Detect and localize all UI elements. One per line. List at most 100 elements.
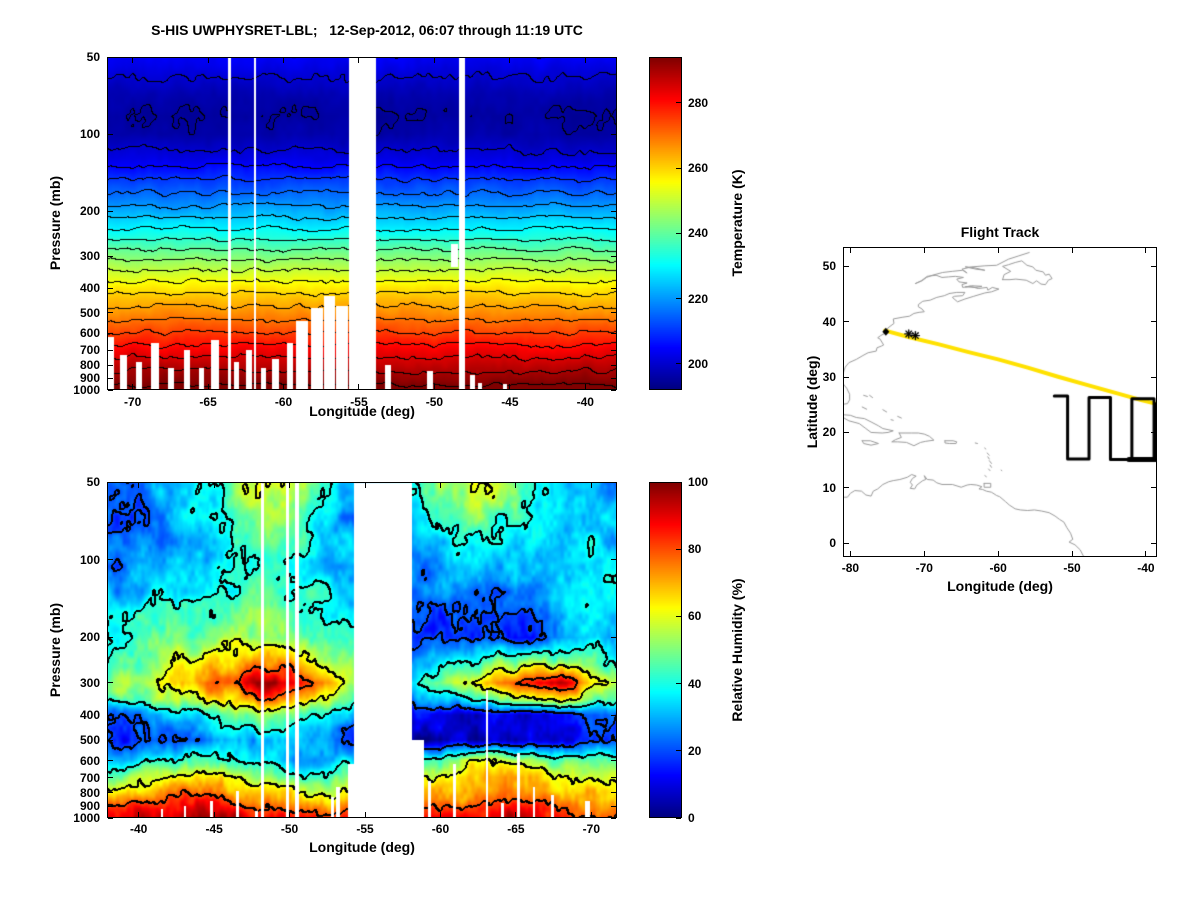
temperature-x-tick-label: -55 (350, 395, 368, 409)
temperature-heatmap-canvas (107, 57, 617, 390)
humidity-y-tick (611, 805, 616, 807)
humidity-y-tick (108, 817, 113, 819)
temperature-y-tick (611, 332, 616, 334)
humidity-colorbar-tick (676, 817, 681, 819)
humidity-y-tick (611, 817, 616, 819)
flight-track-x-tick-label: -40 (1137, 561, 1155, 575)
humidity-y-tick (108, 777, 113, 779)
flight-track-x-tick (1145, 248, 1147, 253)
humidity-x-tick (289, 483, 291, 488)
humidity-colorbar-canvas (649, 482, 682, 818)
humidity-colorbar-tick (676, 481, 681, 483)
temperature-colorbar-canvas (649, 57, 682, 390)
humidity-x-tick (590, 483, 592, 488)
temperature-colorbar-tick-label: 220 (688, 291, 709, 306)
humidity-x-tick (213, 812, 215, 817)
humidity-y-tick-label: 900 (79, 799, 100, 814)
humidity-x-tick-label: -50 (280, 822, 299, 836)
humidity-x-tick (138, 483, 140, 488)
flight-track-y-tick (1151, 487, 1156, 489)
humidity-colorbar-tick-label: 100 (688, 475, 709, 489)
humidity-y-tick-label: 100 (79, 552, 100, 567)
temperature-y-tick (611, 312, 616, 314)
humidity-y-tick (611, 682, 616, 684)
flight-track-x-tick (923, 551, 925, 556)
humidity-y-tick (108, 805, 113, 807)
temperature-x-tick (509, 58, 511, 63)
humidity-colorbar-tick (676, 683, 681, 685)
humidity-x-tick (590, 812, 592, 817)
humidity-y-tick (611, 481, 616, 483)
flight-track-x-tick (849, 551, 851, 556)
humidity-x-tick-label: -65 (507, 822, 525, 836)
humidity-colorbar-tick-label: 40 (688, 676, 702, 691)
flight-track-y-tick-label: 50 (822, 259, 836, 274)
flight-track-y-tick (1151, 265, 1156, 267)
humidity-colorbar-tick (676, 750, 681, 752)
flight-track-y-tick-label: 20 (822, 425, 836, 440)
temperature-colorbar-tick (676, 363, 681, 365)
humidity-y-tick (611, 792, 616, 794)
temperature-y-tick (611, 210, 616, 212)
humidity-y-tick (108, 636, 113, 638)
temperature-x-tick (207, 58, 209, 63)
flight-track-y-tick (844, 431, 849, 433)
temperature-y-tick (108, 332, 113, 334)
temperature-x-tick (509, 384, 511, 389)
temperature-y-tick-label: 800 (79, 358, 100, 373)
humidity-y-tick-label: 50 (86, 475, 100, 489)
humidity-x-tick (138, 812, 140, 817)
flight-track-x-tick-label: -50 (1063, 561, 1081, 575)
humidity-x-tick-label: -40 (130, 822, 148, 836)
flight-track-x-tick-label: -80 (841, 561, 860, 575)
humidity-y-tick (108, 792, 113, 794)
temperature-x-tick-label: -60 (274, 395, 293, 409)
temperature-y-tick-label: 100 (79, 127, 100, 142)
flight-track-y-tick (844, 542, 849, 544)
flight-track-y-tick (844, 376, 849, 378)
humidity-colorbar-tick-label: 80 (688, 542, 702, 557)
humidity-x-tick-label: -45 (205, 822, 223, 836)
temperature-x-tick (433, 384, 435, 389)
temperature-y-tick (108, 255, 113, 257)
humidity-x-tick (213, 483, 215, 488)
temperature-title: S-HIS UWPHYSRET-LBL; 12-Sep-2012, 06:07 … (151, 22, 583, 38)
temperature-x-tick (358, 384, 360, 389)
flight-track-x-tick (997, 551, 999, 556)
humidity-x-tick (515, 812, 517, 817)
humidity-colorbar-tick (676, 615, 681, 617)
temperature-y-tick-label: 400 (79, 281, 100, 296)
humidity-heatmap-canvas (107, 482, 617, 818)
humidity-y-tick (611, 636, 616, 638)
temperature-colorbar-tick (676, 232, 681, 234)
temperature-y-tick-label: 200 (79, 204, 100, 219)
temperature-y-tick-label: 600 (79, 326, 100, 341)
temperature-colorbar-tick-label: 280 (688, 95, 709, 110)
temperature-x-tick (358, 58, 360, 63)
temperature-x-tick-label: -50 (425, 395, 444, 409)
flight-track-y-tick (1151, 376, 1156, 378)
flight-track-y-tick-label: 0 (829, 536, 836, 551)
temperature-y-tick (611, 364, 616, 366)
temperature-x-tick (132, 58, 134, 63)
flight-track-y-tick (1151, 321, 1156, 323)
temperature-y-tick (108, 133, 113, 135)
temperature-colorbar-tick-label: 200 (688, 356, 709, 371)
humidity-colorbar-tick-label: 60 (688, 609, 702, 624)
flight-track-y-tick-label: 10 (822, 480, 836, 495)
temperature-x-tick (132, 384, 134, 389)
temperature-xlabel: Longitude (deg) (309, 403, 415, 419)
temperature-x-tick-label: -40 (576, 395, 594, 409)
temperature-colorbar-tick-label: 260 (688, 161, 709, 175)
temperature-x-tick (584, 58, 586, 63)
temperature-y-tick-label: 900 (79, 371, 100, 386)
humidity-x-tick (439, 812, 441, 817)
humidity-y-tick (611, 777, 616, 779)
flight-track-y-tick-label: 30 (822, 370, 836, 385)
temperature-colorbar-tick (676, 298, 681, 300)
flight-track-x-tick (997, 248, 999, 253)
flight-track-x-tick (1071, 248, 1073, 253)
humidity-y-tick-label: 400 (79, 708, 100, 723)
temperature-x-tick (283, 58, 285, 63)
temperature-y-tick (108, 377, 113, 379)
